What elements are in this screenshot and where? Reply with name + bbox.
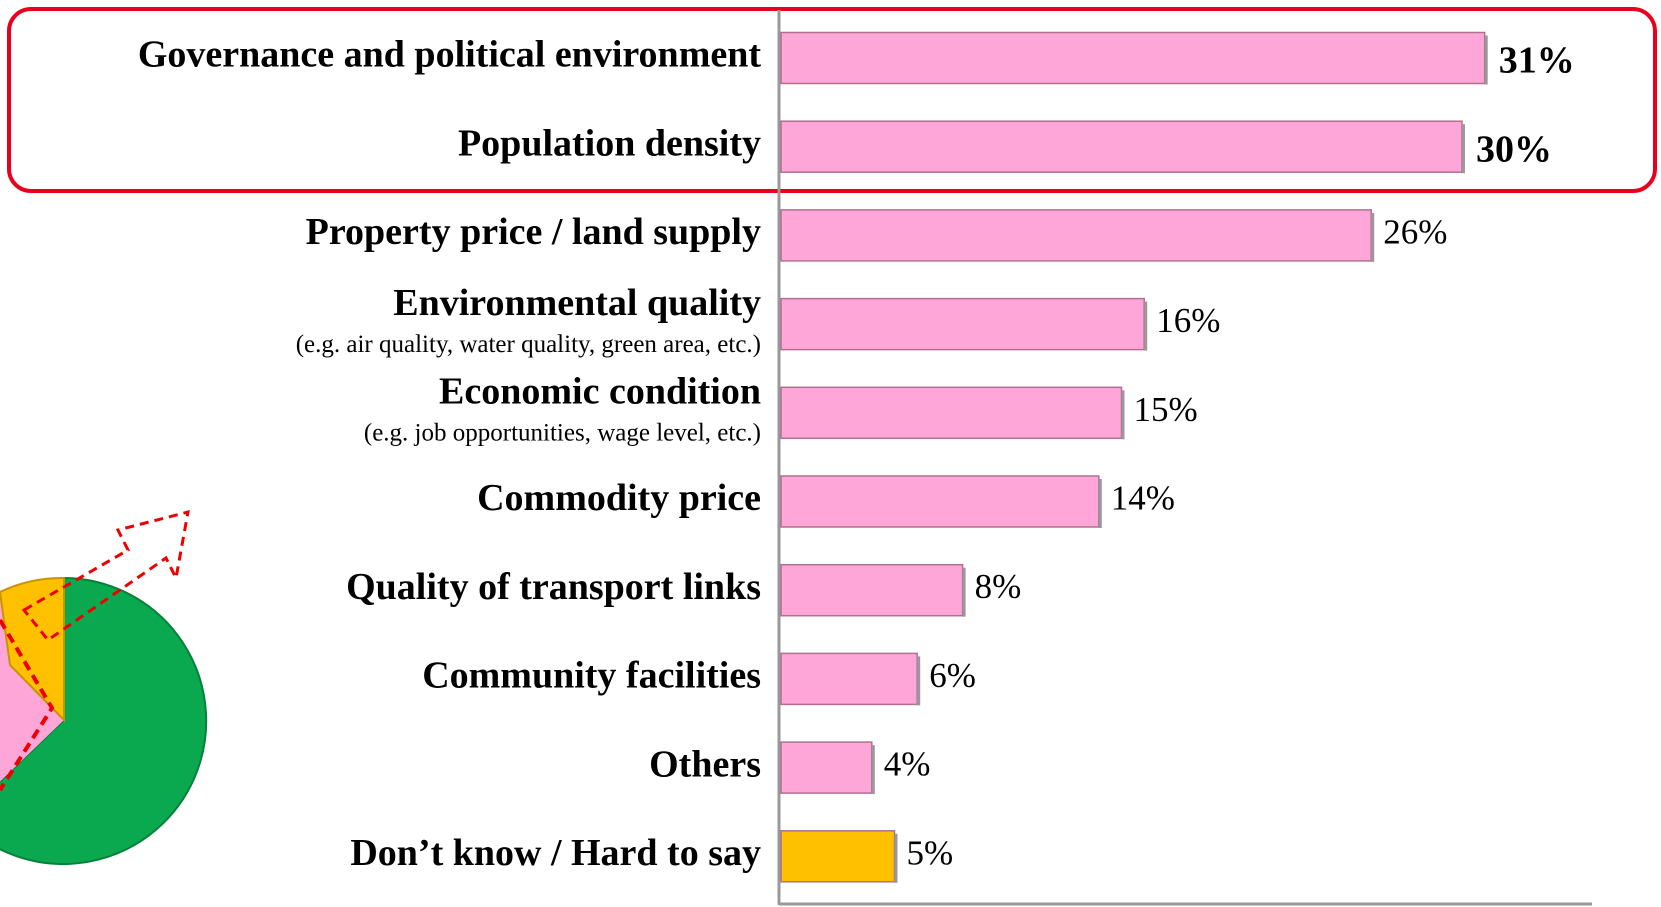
bar-shadow (1371, 212, 1375, 262)
bar (780, 652, 918, 706)
category-label: Community facilities (422, 655, 761, 697)
category-label: Others (649, 743, 761, 785)
category-label: Quality of transport links (346, 566, 761, 608)
bar (780, 475, 1100, 528)
category-label: Property price / land supply (306, 211, 761, 253)
category-label: Population density (458, 122, 761, 164)
value-label: 14% (1111, 479, 1175, 518)
category-label: Environmental quality (393, 282, 761, 324)
pie-slice (0, 576, 208, 865)
dashed-arrow (21, 509, 190, 643)
bar-shadow (871, 745, 875, 795)
bar (780, 830, 896, 883)
value-label: 6% (929, 656, 976, 695)
value-label: 26% (1383, 212, 1447, 251)
bar-shadow (1144, 301, 1148, 351)
category-label: Economic condition (439, 371, 761, 413)
bar-shadow (917, 656, 921, 706)
category-label: Don’t know / Hard to say (350, 832, 761, 874)
bar (780, 563, 964, 617)
bar-shadow (1462, 124, 1465, 174)
category-note: (e.g. job opportunities, wage level, etc… (364, 420, 761, 447)
dashed-outline (0, 618, 55, 792)
pie-slice (0, 576, 65, 723)
value-label: 4% (884, 745, 931, 784)
value-label: 31% (1499, 40, 1575, 82)
value-label: 15% (1134, 390, 1198, 429)
category-label: Commodity price (477, 477, 761, 519)
category-label: Governance and political environment (138, 34, 761, 76)
bar (780, 120, 1463, 173)
pie-decoration (0, 509, 208, 865)
highlight-box (7, 7, 1657, 193)
bar-shadow (1098, 479, 1102, 528)
bar-shadow (1121, 390, 1125, 440)
category-note: (e.g. air quality, water quality, green … (296, 331, 761, 358)
value-label: 5% (907, 833, 954, 872)
bar (780, 297, 1145, 351)
bar-shadow (1484, 35, 1488, 85)
bar-shadow (962, 567, 966, 617)
value-label: 8% (975, 567, 1022, 606)
bar (780, 386, 1123, 440)
value-label: 16% (1156, 301, 1220, 340)
value-label: 30% (1476, 128, 1552, 170)
bar (780, 209, 1372, 262)
bar (780, 741, 873, 794)
bar (780, 31, 1486, 85)
bar-shadow (894, 833, 898, 883)
